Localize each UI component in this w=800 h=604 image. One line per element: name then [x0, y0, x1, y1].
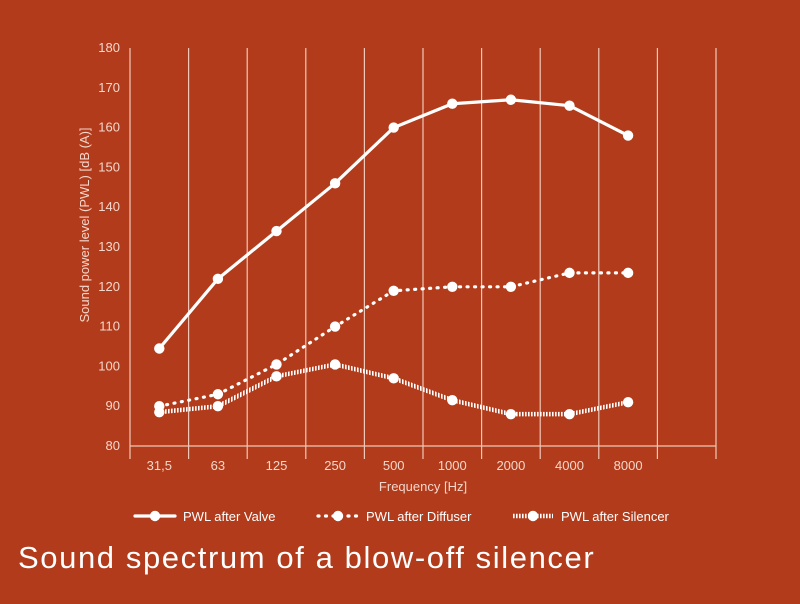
data-point: [447, 395, 458, 406]
data-point: [505, 408, 517, 420]
legend-item: PWL after Valve: [133, 509, 275, 524]
data-point: [271, 359, 282, 370]
y-tick-label: 180: [98, 40, 120, 55]
series-lines: [154, 94, 634, 420]
data-point: [505, 281, 517, 292]
x-tick-label: 63: [211, 458, 225, 473]
legend-item: PWL after Diffuser: [316, 509, 472, 524]
y-tick-label: 130: [98, 239, 120, 254]
y-tick-label: 120: [98, 279, 120, 294]
x-tick-label: 250: [324, 458, 346, 473]
data-point: [271, 371, 282, 382]
data-point: [212, 389, 224, 400]
data-point: [564, 100, 575, 111]
data-point: [388, 373, 399, 384]
data-point: [622, 130, 634, 141]
y-tick-label: 100: [98, 358, 120, 373]
x-tick-label: 1000: [438, 458, 467, 473]
x-tick-label: 4000: [555, 458, 584, 473]
legend-item: PWL after Silencer: [513, 509, 670, 524]
data-point: [564, 408, 575, 420]
data-point: [447, 281, 458, 292]
x-tick-label: 8000: [614, 458, 643, 473]
data-point: [329, 359, 341, 370]
legend-marker: [332, 510, 344, 522]
y-tick-label: 140: [98, 199, 120, 214]
data-point: [388, 122, 399, 133]
legend-label: PWL after Silencer: [561, 509, 670, 524]
data-point: [564, 267, 575, 279]
data-point: [622, 267, 634, 279]
x-tick-label: 31,5: [147, 458, 172, 473]
x-tick-label: 125: [266, 458, 288, 473]
data-point: [212, 401, 224, 412]
legend-label: PWL after Valve: [183, 509, 275, 524]
x-tick-label: 500: [383, 458, 405, 473]
y-tick-label: 160: [98, 120, 120, 135]
legend-marker: [149, 510, 161, 522]
data-point: [271, 225, 282, 237]
series-1: [154, 267, 634, 412]
data-point: [154, 343, 165, 354]
data-point: [154, 406, 165, 418]
data-point: [622, 397, 634, 408]
chart-caption: Sound spectrum of a blow-off silencer: [18, 540, 596, 575]
data-point: [212, 273, 224, 285]
data-point: [329, 321, 341, 332]
y-tick-label: 110: [99, 319, 120, 334]
series-0: [154, 94, 634, 354]
y-tick-label: 90: [106, 398, 120, 413]
y-axis-label: Sound power level (PWL) [dB (A)]: [77, 127, 92, 322]
y-tick-label: 150: [98, 159, 120, 174]
legend-marker: [527, 510, 539, 522]
x-axis-label: Frequency [Hz]: [379, 479, 467, 494]
y-tick-label: 80: [106, 438, 120, 453]
data-point: [329, 178, 341, 189]
data-point: [388, 285, 399, 296]
data-point: [505, 94, 517, 105]
axes: 80 90 100 110 120 130 140 150 160 170 180 31,5 63 125…: [98, 40, 716, 473]
data-point: [447, 98, 458, 109]
legend-label: PWL after Diffuser: [366, 509, 472, 524]
series-line: [159, 362, 629, 417]
series-2: [154, 359, 634, 420]
series-line: [157, 98, 630, 351]
legend: PWL after Valve PWL after Diffuser PWL aft…: [133, 509, 670, 524]
y-tick-label: 170: [98, 80, 120, 95]
x-tick-label: 2000: [496, 458, 525, 473]
